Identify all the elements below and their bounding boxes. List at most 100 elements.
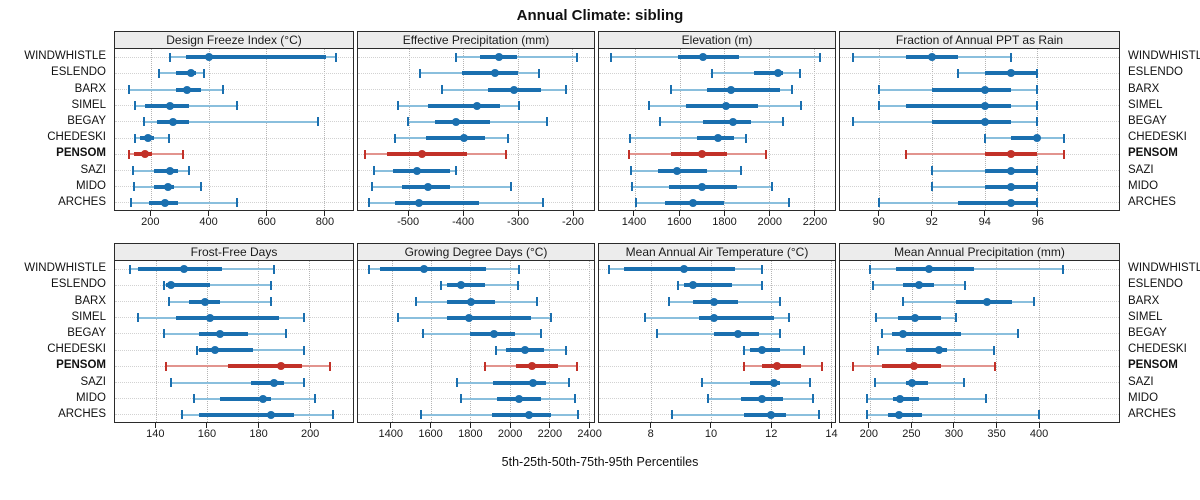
interval-cap xyxy=(808,378,811,387)
interval-25-75 xyxy=(492,412,552,417)
site-labels-left: WINDWHISTLE ESLENDO BARX SIMEL BEGAY CHEDESKI… xyxy=(1,243,111,445)
interval-cap xyxy=(1037,410,1040,420)
median-dot xyxy=(452,117,461,126)
interval-cap xyxy=(162,280,165,290)
interval-cap xyxy=(129,264,132,274)
interval-25-75 xyxy=(703,119,751,124)
site-label-barx: BARX xyxy=(1128,82,1160,95)
gridline xyxy=(711,261,713,422)
site-label-chedeski: CHEDESKI xyxy=(1128,131,1187,144)
interval-cap xyxy=(303,345,306,355)
interval-5-95 xyxy=(867,413,1039,416)
median-dot xyxy=(766,410,775,419)
interval-cap xyxy=(788,198,791,208)
interval-25-75 xyxy=(425,136,485,141)
row-guide xyxy=(358,365,594,367)
gridline xyxy=(869,261,871,422)
gridline xyxy=(651,261,653,422)
site-label-windwhistle: WINDWHISTLE xyxy=(24,262,106,275)
site-label-pensom: PENSOM xyxy=(56,147,106,160)
median-dot xyxy=(204,53,213,62)
panel-title: Effective Precipitation (mm) xyxy=(357,31,595,49)
interval-cap xyxy=(648,101,651,111)
interval-cap xyxy=(609,52,612,62)
interval-25-75 xyxy=(932,87,1012,92)
gridline xyxy=(984,49,986,210)
interval-cap xyxy=(802,345,805,355)
axis-tick-label: 180 xyxy=(249,428,268,440)
interval-cap xyxy=(873,378,876,387)
axis-tick xyxy=(149,211,151,216)
interval-cap xyxy=(852,117,855,127)
interval-cap xyxy=(406,117,409,127)
interval-cap xyxy=(517,101,520,111)
panel-plot xyxy=(839,261,1120,423)
axis-tick-label: 800 xyxy=(315,216,335,228)
gridline xyxy=(151,49,153,210)
interval-cap xyxy=(285,329,288,339)
interval-cap xyxy=(509,182,512,192)
gridline xyxy=(588,261,590,422)
axis-tick-label: -200 xyxy=(561,216,585,228)
interval-cap xyxy=(367,198,370,208)
axis-tick-label: 1800 xyxy=(458,428,483,440)
interval-cap xyxy=(415,297,418,306)
interval-cap xyxy=(129,198,132,208)
interval-cap xyxy=(656,329,659,339)
interval-cap xyxy=(540,329,543,339)
median-dot xyxy=(911,313,920,322)
axis-tick xyxy=(931,211,933,216)
interval-cap xyxy=(760,264,763,274)
axis-tick xyxy=(154,423,156,428)
median-dot xyxy=(490,69,499,78)
site-label-windwhistle: WINDWHISTLE xyxy=(1128,262,1200,275)
interval-5-95 xyxy=(168,300,272,303)
interval-cap xyxy=(670,85,673,94)
gridline xyxy=(258,261,260,422)
site-label-simel: SIMEL xyxy=(71,98,106,111)
gridline xyxy=(1038,261,1040,422)
axis-tick xyxy=(953,423,955,428)
median-dot xyxy=(144,134,153,143)
interval-cap xyxy=(707,394,710,404)
panel-row-bottom: WINDWHISTLE ESLENDO BARX SIMEL BEGAY CHEDESKI… xyxy=(1,243,1200,445)
axis-tick-label: 2200 xyxy=(802,216,828,228)
row-guide xyxy=(115,89,353,90)
interval-cap xyxy=(985,394,988,404)
panel-title: Fraction of Annual PPT as Rain xyxy=(839,31,1120,49)
interval-cap xyxy=(871,280,874,290)
site-label-chedeski: CHEDESKI xyxy=(47,131,106,144)
median-dot xyxy=(672,166,681,175)
median-dot xyxy=(465,313,474,322)
interval-cap xyxy=(165,361,168,371)
interval-5-95 xyxy=(163,284,272,287)
interval-25-75 xyxy=(166,283,210,288)
interval-cap xyxy=(629,133,632,143)
median-dot xyxy=(215,329,224,338)
axis-tick xyxy=(549,423,551,428)
median-dot xyxy=(277,362,286,371)
axis-tick-label: 1400 xyxy=(621,216,647,228)
site-label-mido: MIDO xyxy=(1128,179,1159,192)
site-label-pensom: PENSOM xyxy=(1128,147,1178,160)
axis-tick xyxy=(462,211,464,216)
interval-cap xyxy=(993,361,996,371)
site-label-begay: BEGAY xyxy=(1128,114,1167,127)
panel-effective-precipitation-mm: Effective Precipitation (mm) -500 -400 -300… xyxy=(357,31,595,233)
median-dot xyxy=(983,297,992,306)
interval-cap xyxy=(236,198,239,208)
axis-tick xyxy=(324,211,326,216)
interval-cap xyxy=(550,313,553,323)
interval-25-75 xyxy=(176,315,279,320)
interval-cap xyxy=(538,68,541,78)
interval-cap xyxy=(506,133,509,143)
axis-tick xyxy=(984,211,986,216)
interval-5-95 xyxy=(144,120,319,123)
interval-cap xyxy=(202,68,205,78)
interval-cap xyxy=(866,394,869,404)
axis-tick xyxy=(517,211,519,216)
interval-cap xyxy=(188,166,191,175)
interval-25-75 xyxy=(386,152,467,157)
interval-cap xyxy=(328,361,331,371)
interval-25-75 xyxy=(428,103,500,108)
